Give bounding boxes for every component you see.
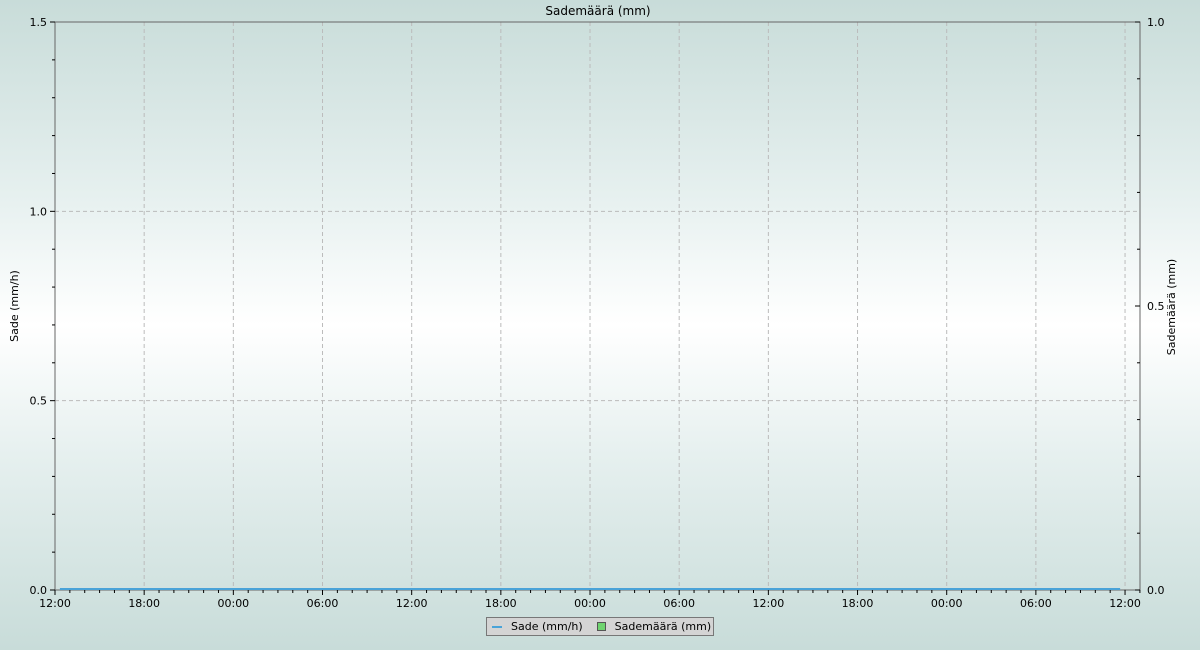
- y-left-tick-label: 1.5: [30, 16, 48, 29]
- y-axis-left-label: Sade (mm/h): [8, 270, 21, 342]
- y-right-tick-label: 0.5: [1147, 300, 1165, 313]
- y-left-tick-label: 0.5: [30, 395, 48, 408]
- y-right-tick-label: 1.0: [1147, 16, 1165, 29]
- y-left-tick-label: 0.0: [30, 584, 48, 597]
- x-tick-label: 00:00: [217, 597, 249, 610]
- x-tick-label: 06:00: [1020, 597, 1052, 610]
- legend-item-sade: Sade (mm/h): [492, 620, 583, 633]
- x-tick-label: 12:00: [1109, 597, 1141, 610]
- x-tick-label: 12:00: [753, 597, 785, 610]
- legend: Sade (mm/h) Sademäärä (mm): [486, 617, 714, 636]
- legend-label: Sademäärä (mm): [614, 620, 712, 633]
- x-tick-label: 18:00: [128, 597, 160, 610]
- x-tick-label: 06:00: [307, 597, 339, 610]
- x-tick-label: 18:00: [485, 597, 517, 610]
- chart-title: Sademäärä (mm): [545, 4, 650, 18]
- x-axis: 12:00 18:00 00:00 06:00 12:00 18:00 00:00 06:00…: [39, 590, 1141, 610]
- x-tick-label: 06:00: [663, 597, 695, 610]
- y-right-tick-label: 0.0: [1147, 584, 1165, 597]
- x-tick-label: 00:00: [931, 597, 963, 610]
- legend-line-swatch: [492, 625, 502, 628]
- y-axis-right: 0.0 0.5 1.0: [1135, 16, 1165, 597]
- x-tick-label: 12:00: [396, 597, 428, 610]
- x-tick-label: 12:00: [39, 597, 71, 610]
- legend-label: Sade (mm/h): [511, 620, 583, 633]
- y-left-tick-label: 1.0: [30, 205, 48, 218]
- grid: [55, 22, 1140, 590]
- legend-box-swatch: [596, 622, 606, 631]
- legend-item-sademaara: Sademäärä (mm): [588, 620, 711, 633]
- plot-frame: [54, 21, 1141, 591]
- y-axis-right-label: Sademäärä (mm): [1165, 259, 1178, 355]
- y-axis-left: 0.0 0.5 1.0 1.5: [30, 16, 55, 597]
- x-tick-label: 00:00: [574, 597, 606, 610]
- x-tick-label: 18:00: [842, 597, 874, 610]
